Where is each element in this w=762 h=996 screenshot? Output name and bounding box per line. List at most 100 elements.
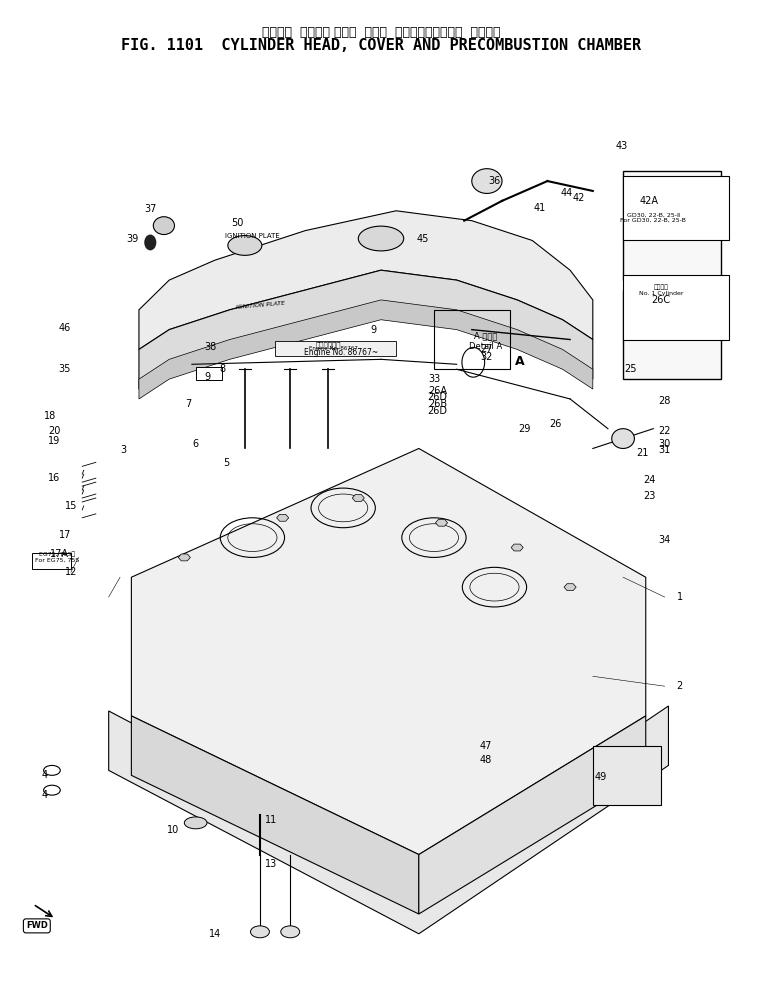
Text: 48: 48: [479, 756, 491, 766]
Polygon shape: [435, 519, 447, 526]
Text: 16: 16: [48, 473, 60, 483]
Text: 26C: 26C: [652, 295, 671, 305]
Text: 10: 10: [167, 825, 179, 835]
Ellipse shape: [184, 817, 207, 829]
Ellipse shape: [251, 926, 270, 938]
Text: 49: 49: [594, 772, 607, 782]
Text: 31: 31: [658, 445, 671, 455]
Polygon shape: [277, 514, 289, 521]
Ellipse shape: [358, 226, 404, 251]
Bar: [434, 310, 510, 370]
Text: 50: 50: [231, 218, 244, 228]
Text: EG75, 75S用
For EG75, 75S: EG75, 75S用 For EG75, 75S: [35, 552, 79, 563]
Text: 41: 41: [533, 203, 546, 213]
Text: 1: 1: [677, 592, 683, 602]
Text: 26A: 26A: [428, 386, 447, 396]
Polygon shape: [109, 706, 668, 934]
Polygon shape: [352, 495, 364, 501]
Text: 4: 4: [41, 790, 47, 800]
Text: 4: 4: [41, 770, 47, 780]
Polygon shape: [564, 584, 576, 591]
Text: 33: 33: [427, 374, 440, 384]
Ellipse shape: [280, 926, 299, 938]
Polygon shape: [139, 211, 593, 350]
Text: 28: 28: [658, 396, 671, 406]
Text: Engine No. 86767~: Engine No. 86767~: [309, 346, 363, 351]
Ellipse shape: [228, 235, 262, 255]
Text: IGNITION PLATE: IGNITION PLATE: [235, 300, 285, 310]
Text: FWD: FWD: [26, 921, 48, 930]
Text: 35: 35: [59, 365, 71, 374]
Text: 26: 26: [549, 418, 561, 428]
Text: FIG. 1101  CYLINDER HEAD, COVER AND PRECOMBUSTION CHAMBER: FIG. 1101 CYLINDER HEAD, COVER AND PRECO…: [121, 38, 641, 53]
Text: A: A: [514, 355, 524, 368]
Polygon shape: [419, 716, 645, 914]
Bar: [623, 176, 729, 240]
Polygon shape: [131, 716, 419, 914]
Text: 20: 20: [48, 425, 60, 435]
Text: 46: 46: [59, 323, 71, 333]
Ellipse shape: [612, 428, 635, 448]
Text: 32: 32: [481, 353, 493, 363]
Text: 26D: 26D: [427, 405, 448, 416]
Text: 43: 43: [616, 141, 628, 151]
Bar: [623, 275, 729, 340]
Text: 17: 17: [59, 530, 71, 540]
Text: 26D: 26D: [427, 392, 448, 402]
Ellipse shape: [472, 168, 502, 193]
Text: 2: 2: [677, 681, 683, 691]
Text: 45: 45: [416, 233, 429, 243]
Text: A 以詳図
Detail A: A 以詳図 Detail A: [469, 332, 502, 352]
Text: 30: 30: [658, 438, 671, 448]
Text: 19: 19: [48, 435, 60, 445]
Text: シリンダ  ヘッド、 カバー  および  プリコンバッション  チャンバ: シリンダ ヘッド、 カバー および プリコンバッション チャンバ: [262, 26, 500, 39]
Text: 26B: 26B: [428, 399, 447, 409]
Bar: [623, 290, 722, 379]
Text: 27: 27: [481, 345, 493, 355]
Polygon shape: [131, 448, 645, 855]
Text: 7: 7: [185, 399, 191, 409]
Polygon shape: [178, 554, 190, 561]
Text: 18: 18: [43, 410, 56, 420]
Text: 3: 3: [120, 445, 126, 455]
Text: 17A: 17A: [50, 550, 69, 560]
Text: 14: 14: [209, 929, 221, 939]
Text: 9: 9: [370, 325, 376, 335]
Text: Engine No. 86767~: Engine No. 86767~: [304, 348, 378, 357]
Text: 39: 39: [126, 233, 139, 243]
Polygon shape: [139, 270, 593, 389]
Text: 36: 36: [488, 176, 501, 186]
Text: 25: 25: [624, 365, 637, 374]
Text: 選択用ドラム: 選択用ドラム: [315, 342, 341, 348]
Bar: [275, 341, 396, 357]
Polygon shape: [139, 300, 593, 399]
Text: 9: 9: [204, 373, 210, 382]
Text: 23: 23: [643, 491, 656, 501]
Text: 44: 44: [560, 188, 572, 198]
Text: 21: 21: [636, 448, 648, 458]
Text: 38: 38: [205, 343, 217, 353]
Text: 6: 6: [193, 438, 199, 448]
Text: 29: 29: [518, 423, 531, 433]
Text: 37: 37: [144, 204, 156, 214]
Text: 5: 5: [223, 458, 229, 468]
Circle shape: [144, 234, 156, 250]
Text: IGNITION PLATE: IGNITION PLATE: [225, 232, 280, 238]
Bar: [623, 171, 722, 280]
Text: 34: 34: [658, 535, 671, 545]
Bar: [593, 746, 661, 805]
Text: 11: 11: [265, 815, 277, 825]
Text: GD30, 22-B, 25-Ⅱ
For GD30, 22-B, 25-B: GD30, 22-B, 25-Ⅱ For GD30, 22-B, 25-B: [620, 212, 687, 223]
Ellipse shape: [153, 217, 174, 234]
Bar: [196, 368, 223, 380]
Text: 42: 42: [573, 193, 585, 203]
Text: 8: 8: [219, 365, 226, 374]
Text: 13: 13: [265, 860, 277, 870]
Text: シリンダ
No. 1 Cylinder: シリンダ No. 1 Cylinder: [639, 284, 684, 296]
Text: 24: 24: [643, 475, 656, 485]
Text: 22: 22: [658, 425, 671, 435]
Polygon shape: [511, 544, 523, 551]
Text: 42A: 42A: [640, 196, 659, 206]
Bar: [31, 554, 71, 570]
Text: 12: 12: [65, 568, 77, 578]
